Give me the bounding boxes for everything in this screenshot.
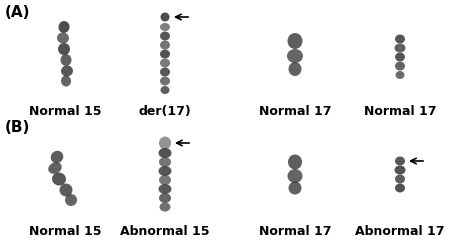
Ellipse shape: [395, 174, 405, 184]
Ellipse shape: [159, 175, 171, 185]
Ellipse shape: [61, 54, 72, 66]
Ellipse shape: [395, 184, 405, 193]
Text: (B): (B): [5, 120, 30, 135]
Ellipse shape: [160, 49, 170, 59]
Text: Normal 17: Normal 17: [364, 105, 436, 118]
Ellipse shape: [159, 157, 171, 167]
Ellipse shape: [288, 169, 302, 183]
Ellipse shape: [288, 33, 302, 49]
Text: Normal 17: Normal 17: [259, 225, 331, 238]
Ellipse shape: [395, 62, 405, 71]
Ellipse shape: [394, 44, 405, 52]
Ellipse shape: [288, 154, 302, 169]
Text: Normal 17: Normal 17: [259, 105, 331, 118]
Text: Normal 15: Normal 15: [29, 225, 101, 238]
Ellipse shape: [289, 62, 301, 76]
Ellipse shape: [395, 52, 405, 62]
Ellipse shape: [395, 156, 405, 166]
Text: Abnormal 15: Abnormal 15: [120, 225, 210, 238]
Ellipse shape: [394, 166, 405, 174]
Ellipse shape: [48, 162, 62, 174]
Ellipse shape: [159, 202, 171, 212]
Ellipse shape: [160, 31, 170, 41]
Ellipse shape: [395, 34, 405, 44]
Ellipse shape: [51, 151, 64, 163]
Ellipse shape: [61, 65, 73, 77]
Ellipse shape: [158, 184, 172, 194]
Text: Normal 15: Normal 15: [29, 105, 101, 118]
Ellipse shape: [289, 182, 301, 195]
Ellipse shape: [57, 32, 69, 44]
Ellipse shape: [58, 21, 70, 33]
Ellipse shape: [158, 148, 172, 158]
Text: (A): (A): [5, 5, 30, 20]
Ellipse shape: [160, 77, 170, 86]
Ellipse shape: [161, 13, 170, 21]
Ellipse shape: [160, 23, 170, 31]
Ellipse shape: [161, 86, 170, 94]
Ellipse shape: [160, 41, 170, 49]
Ellipse shape: [60, 184, 73, 197]
Ellipse shape: [159, 193, 171, 203]
Text: der(17): der(17): [138, 105, 191, 118]
Text: Abnormal 17: Abnormal 17: [355, 225, 445, 238]
Ellipse shape: [160, 67, 170, 77]
Ellipse shape: [287, 49, 303, 63]
Ellipse shape: [58, 43, 70, 55]
Ellipse shape: [61, 76, 71, 87]
Ellipse shape: [160, 59, 170, 67]
Ellipse shape: [159, 137, 171, 150]
Ellipse shape: [52, 172, 66, 185]
Ellipse shape: [395, 71, 404, 79]
Ellipse shape: [158, 166, 172, 176]
Ellipse shape: [65, 194, 77, 206]
